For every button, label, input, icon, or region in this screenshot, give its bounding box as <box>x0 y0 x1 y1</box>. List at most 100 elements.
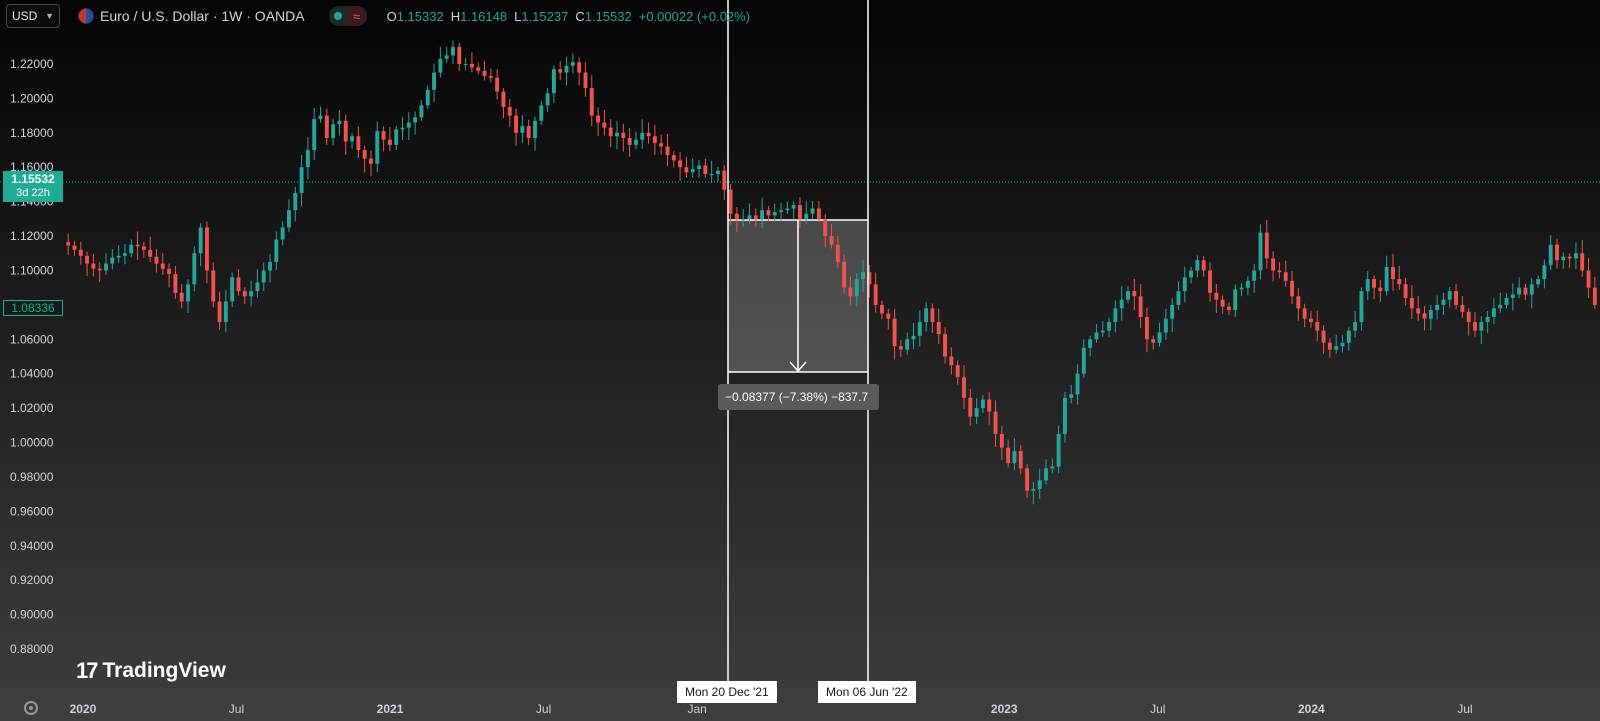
candle-body <box>122 253 127 256</box>
candle-body <box>1365 279 1370 292</box>
candle-body <box>772 211 777 216</box>
candle-body <box>734 213 739 219</box>
candle-body <box>387 139 392 145</box>
candle-body <box>356 136 361 151</box>
candle-body <box>116 255 121 258</box>
candle-body <box>1151 339 1156 343</box>
candle-body <box>936 322 941 335</box>
market-status[interactable]: ≈ <box>328 6 367 26</box>
wave-icon: ≈ <box>346 6 367 26</box>
y-tick-label: 0.92000 <box>10 573 54 587</box>
candle-body <box>1485 316 1490 323</box>
settings-icon[interactable] <box>24 701 38 715</box>
candle-body <box>703 165 708 175</box>
y-tick-label: 1.22000 <box>10 57 54 71</box>
candle-body <box>1031 488 1036 491</box>
candle-body <box>545 93 550 106</box>
candle-body <box>148 249 153 257</box>
reference-price-tag: 1.08336 <box>3 300 63 316</box>
candle-body <box>564 65 569 73</box>
candle-body <box>1100 330 1105 333</box>
candle-body <box>495 77 500 92</box>
candle-body <box>268 261 272 271</box>
candle-body <box>129 244 134 254</box>
candle-body <box>1012 451 1017 464</box>
candle-body <box>1264 232 1269 259</box>
candle-body <box>1195 260 1200 271</box>
candle-body <box>66 242 71 246</box>
candle-body <box>91 263 96 269</box>
candle-body <box>747 215 752 219</box>
candle-body <box>375 131 380 164</box>
tradingview-logo-icon: 17 <box>76 658 99 683</box>
candle-body <box>1025 468 1030 491</box>
candle-body <box>753 215 758 219</box>
candle-body <box>646 132 651 137</box>
candle-body <box>974 408 979 417</box>
candle-body <box>1252 270 1257 281</box>
candle-body <box>1245 280 1250 288</box>
candle-body <box>955 365 960 378</box>
candle-body <box>305 150 310 168</box>
x-tick-label: 2020 <box>70 702 97 716</box>
candle-body <box>1271 258 1276 271</box>
currency-select[interactable]: USD ▼ <box>6 4 60 28</box>
candle-body <box>633 139 638 145</box>
candle-body <box>324 115 329 138</box>
candle-body <box>1378 287 1383 292</box>
candle-body <box>539 105 544 121</box>
candle-body <box>438 58 443 73</box>
candle-body <box>179 292 184 302</box>
x-tick-label: Jul <box>536 702 551 716</box>
candle-body <box>980 399 985 409</box>
candle-body <box>1321 330 1326 343</box>
candle-body <box>1466 311 1471 323</box>
symbol-title[interactable]: Euro / U.S. Dollar · 1W · OANDA <box>78 8 305 24</box>
candle-body <box>1088 339 1093 348</box>
candle-body <box>867 272 872 285</box>
change-value: +0.00022 (+0.02%) <box>638 8 751 24</box>
candle-body <box>1119 299 1124 309</box>
tradingview-logo: 17 TradingView <box>76 658 226 684</box>
candle-body <box>577 62 582 73</box>
candle-body <box>1296 296 1301 309</box>
candle-body <box>911 335 916 340</box>
candle-body <box>1523 287 1528 295</box>
logo-text: TradingView <box>102 659 226 682</box>
candle-body <box>1163 318 1168 333</box>
y-tick-label: 1.12000 <box>10 229 54 243</box>
candle-body <box>905 339 910 350</box>
candle-body <box>1548 244 1553 266</box>
candle-body <box>798 205 802 219</box>
candle-body <box>369 158 373 164</box>
low-value: 1.15237 <box>521 8 569 24</box>
candle-body <box>551 69 556 94</box>
measure-label: −0.08377 (−7.38%) −837.7 <box>718 384 879 410</box>
candle-body <box>463 64 468 65</box>
flag-icon <box>78 8 94 24</box>
candle-body <box>1567 256 1572 259</box>
candle-body <box>1258 232 1263 271</box>
candle-body <box>217 301 222 323</box>
candle-body <box>1435 304 1440 311</box>
candle-body <box>1397 279 1402 285</box>
ohlc-readout: O1.15332 H1.16148 L1.15237 C1.15532 +0.0… <box>386 8 751 24</box>
candle-body <box>1529 284 1534 295</box>
candle-body <box>1403 284 1408 298</box>
candle-body <box>1315 322 1320 331</box>
candle-body <box>1290 280 1294 297</box>
candle-body <box>1277 270 1282 273</box>
candle-body <box>1037 480 1042 489</box>
candle-body <box>596 115 601 123</box>
candle-body <box>886 313 891 319</box>
candle-body <box>1283 272 1288 281</box>
candle-body <box>173 273 178 293</box>
candle-body <box>570 62 575 66</box>
candle-body <box>413 117 418 123</box>
candle-body <box>722 170 727 190</box>
candle-body <box>1359 291 1364 323</box>
candle-body <box>1126 291 1130 300</box>
candle-body <box>1239 287 1244 290</box>
candle-body <box>1189 270 1194 278</box>
